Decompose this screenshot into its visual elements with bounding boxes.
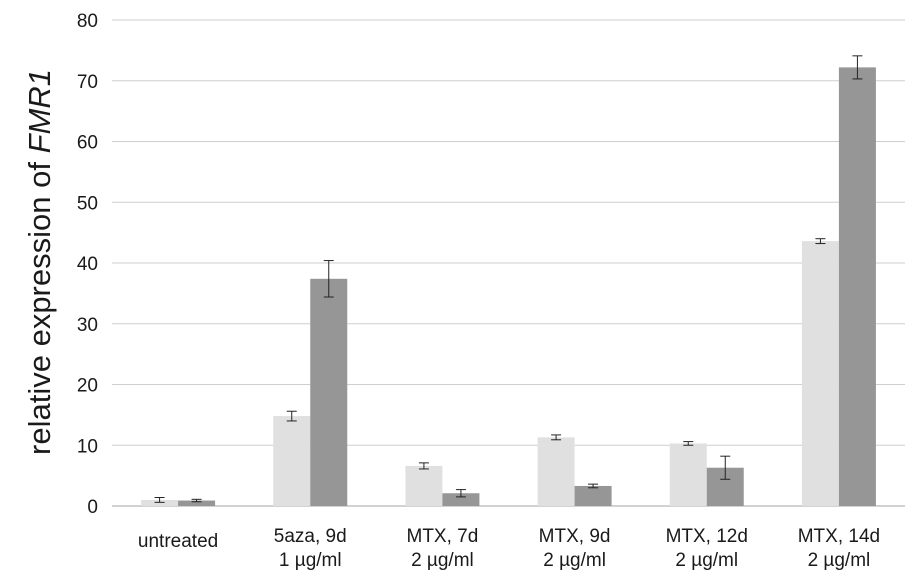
y-tick-labels: 0 10 20 30 40 50 60 70 80 [77, 11, 98, 518]
y-tick-label: 10 [77, 436, 98, 457]
bar [574, 485, 612, 506]
bar [178, 500, 216, 506]
bar [669, 443, 707, 506]
bar [838, 67, 876, 506]
category-label: untreated [138, 531, 218, 552]
y-tick-label: 30 [77, 315, 98, 336]
bar [537, 437, 575, 506]
bars [141, 67, 876, 506]
category-label: MTX, 12d [666, 526, 748, 547]
bar [442, 493, 480, 506]
gridlines [112, 19, 905, 507]
y-tick-label: 0 [87, 497, 98, 518]
category-label: MTX, 14d [798, 526, 880, 547]
category-sublabel: 2 µg/ml [808, 550, 871, 571]
y-tick-label: 60 [77, 133, 98, 154]
y-tick-label: 40 [77, 254, 98, 275]
category-sublabel: 2 µg/ml [411, 550, 474, 571]
x-category-labels: untreated 5aza, 9d 1 µg/ml MTX, 7d 2 µg/ml MT… [138, 526, 880, 571]
y-tick-label: 80 [77, 11, 98, 32]
bar [405, 465, 443, 506]
y-axis-title-gene: FMR1 [22, 69, 57, 153]
category-label: MTX, 7d [407, 526, 479, 547]
y-tick-label: 50 [77, 193, 98, 214]
category-sublabel: 2 µg/ml [543, 550, 606, 571]
y-tick-label: 70 [77, 72, 98, 93]
bar [273, 416, 311, 506]
category-sublabel: 1 µg/ml [279, 550, 342, 571]
category-sublabel: 2 µg/ml [675, 550, 738, 571]
category-label: 5aza, 9d [274, 526, 347, 547]
category-label: MTX, 9d [539, 526, 611, 547]
y-axis-title: relative expression of FMR1 [22, 69, 57, 455]
bar [801, 241, 839, 506]
y-tick-label: 20 [77, 376, 98, 397]
y-axis-title-prefix: relative expression of [22, 153, 57, 455]
error-bars [154, 55, 863, 503]
bar [141, 499, 179, 506]
bar [310, 278, 348, 506]
